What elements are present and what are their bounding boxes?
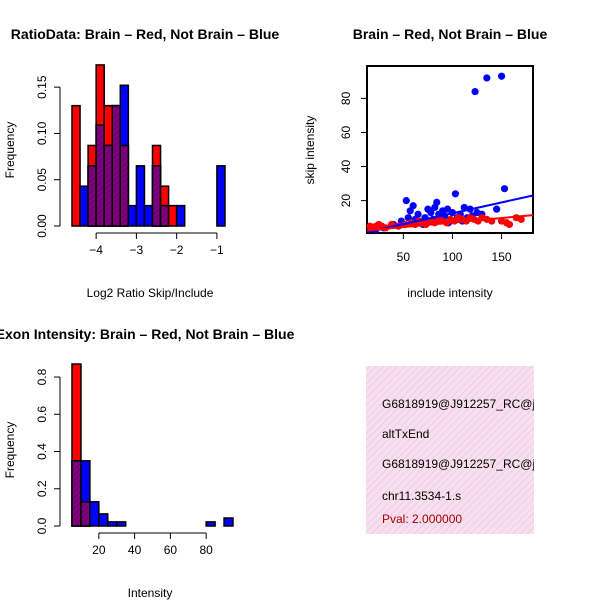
info-probe-id: G6818919@J912257_RC@j_at [382,457,552,471]
hist1-bar-overlap [87,165,97,227]
hist1-bar-notbrain [79,185,89,227]
scatter-fit-line-notbrain [366,194,534,234]
hist1-bar-notbrain [175,204,186,227]
scatter-point-notbrain [433,198,441,206]
hist2-y-tick-label: 0.0 [35,517,49,534]
scatter-x-tick-label: 150 [492,250,512,264]
hist1-bar-overlap [159,204,170,227]
hist1-x-tick-label: −1 [210,243,224,257]
hist1-bar-overlap [111,104,122,227]
scatter-point-notbrain [427,208,435,217]
scatter-y-tick-label: 40 [339,160,353,174]
hist2-bar-notbrain [89,501,100,527]
hist2-x-tick-label: 60 [164,543,178,557]
hist1-bar-overlap [151,165,162,227]
scatter-point-notbrain [414,210,422,218]
hist2-title: Exon Intensity: Brain – Red, Not Brain –… [0,326,295,342]
hist2-x-tick-label: 80 [199,543,213,557]
hist1-y-tick-label: 0.05 [35,168,49,192]
hist1-bar-overlap [119,144,130,227]
hist1-bar-notbrain [135,165,146,227]
hist1-title: RatioData: Brain – Red, Not Brain – Blue [11,26,280,42]
scatter-point-notbrain [451,190,460,198]
hist1-y-tick-label: 0.10 [35,121,49,145]
scatter-x-tick-label: 100 [442,250,462,264]
hist2-y-tick-label: 0.2 [35,480,49,497]
scatter-ylabel: skip intensity [303,116,317,185]
hist1-plot: −4 −3 −2 −1 0.00 0.05 0.10 0.15 [35,64,226,257]
hist2-bar-notbrain [115,521,127,527]
hist2-y-tick-label: 0.6 [35,406,49,423]
scatter-point-notbrain [402,197,410,205]
info-gene-id: G6818919@J912257_RC@j_at [382,397,552,411]
hist2-x-tick-label: 20 [92,543,106,557]
hist2-y-tick-label: 0.8 [35,368,49,385]
hist1-x-tick-label: −3 [130,243,144,257]
scatter-fit-line-brain [366,214,534,232]
scatter-point-notbrain [460,203,468,212]
hist1-y-tick-label: 0.15 [35,75,49,99]
hist2-bar-overlap [71,460,82,527]
hist1-ylabel: Frequency [3,122,17,179]
info-pval: Pval: 2.000000 [382,512,462,526]
scatter-point-brain [505,220,514,229]
hist2-bar-notbrain [98,513,109,527]
hist2-bar-notbrain [223,517,234,527]
hist1-bar-overlap [95,124,105,227]
scatter-frame [366,65,534,234]
hist1-bar-brain [71,104,81,227]
scatter-point-notbrain [409,202,417,210]
info-location: chr11.3534-1.s [382,489,461,503]
scatter-y-tick-label: 60 [339,125,353,139]
hist2-bar-notbrain [205,521,216,527]
info-panel: G6818919@J912257_RC@j_at altTxEnd G68189… [366,366,552,534]
hist1-bar-notbrain [216,165,226,227]
hist2-x-tick-label: 40 [128,543,142,557]
hist1-x-tick-label: −2 [170,243,184,257]
info-event-type: altTxEnd [382,427,429,441]
hist1-bar-notbrain [143,204,154,227]
scatter-point-notbrain [500,185,509,193]
scatter-x-tick-label: 50 [397,250,411,264]
hist1-x-tick-label: −4 [89,243,103,257]
scatter-plot: 50 100 150 20 40 60 80 [339,65,534,264]
scatter-point-notbrain [483,74,491,82]
scatter-point-notbrain [497,72,506,80]
scatter-point-notbrain [493,205,501,213]
hist1-bar-overlap [103,144,113,227]
info-panel-bg [366,366,534,534]
info-panel-clip: G6818919@J912257_RC@j_at altTxEnd G68189… [382,397,552,526]
hist2-y-tick-label: 0.4 [35,443,49,460]
scatter-y-tick-label: 20 [339,194,353,208]
hist2-bar-overlap [80,501,91,527]
scatter-title: Brain – Red, Not Brain – Blue [353,26,548,42]
hist2-bar-notbrain [107,521,118,527]
hist1-bar-brain [167,204,178,227]
hist1-y-tick-label: 0.00 [35,214,49,238]
scatter-xlabel: include intensity [407,286,492,300]
hist1-xlabel: Log2 Ratio Skip/Include [87,286,214,300]
scatter-point-brain [517,215,525,223]
hist1-bar-notbrain [127,204,138,227]
hist2-plot: 20 40 60 80 0.0 0.2 0.4 0.6 0.8 [35,363,234,557]
scatter-y-tick-label: 80 [339,91,353,105]
hist2-ylabel: Frequency [3,422,17,479]
hist2-xlabel: Intensity [128,586,173,600]
scatter-point-notbrain [471,87,479,96]
